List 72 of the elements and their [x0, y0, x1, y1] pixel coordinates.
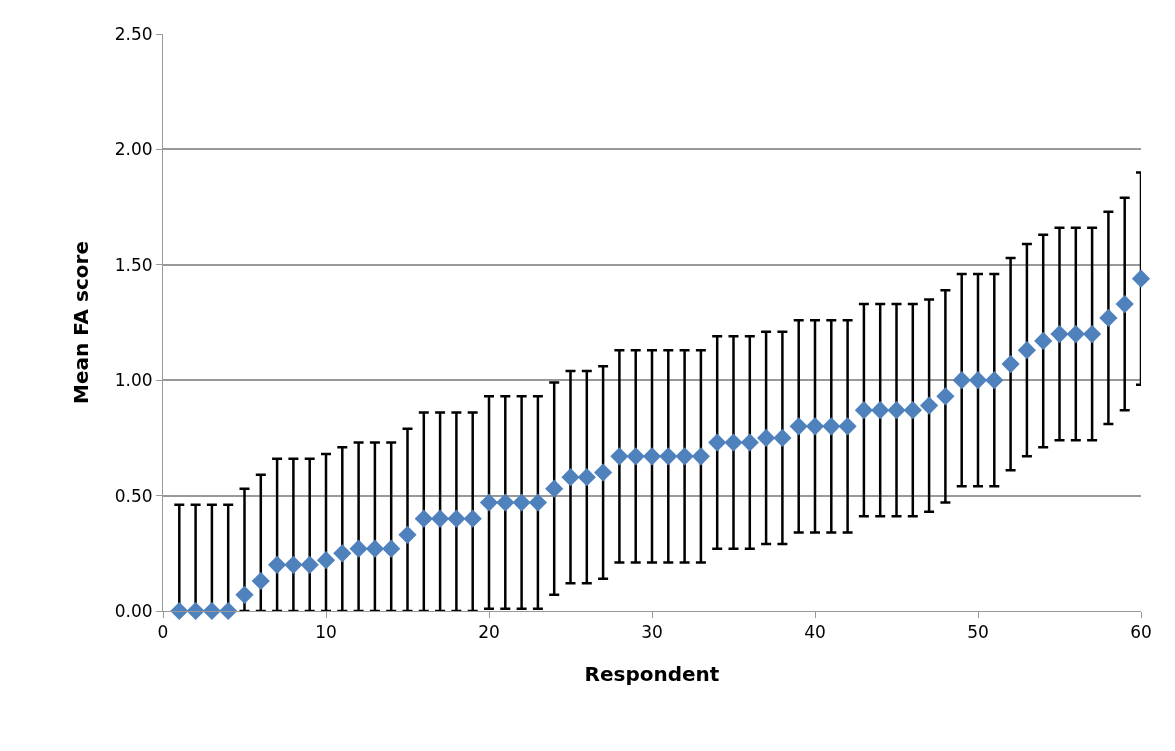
point: [300, 555, 319, 574]
point: [642, 447, 662, 466]
point: [512, 493, 531, 512]
point: [903, 401, 922, 420]
point: [610, 447, 629, 466]
point: [496, 493, 515, 512]
point: [398, 525, 417, 544]
x-tick-label: 10: [315, 622, 337, 643]
y-tick-label: 1.50: [114, 254, 153, 275]
y-axis-title: Mean FA score: [69, 241, 94, 404]
point: [952, 371, 971, 390]
point: [479, 493, 499, 512]
point: [675, 447, 694, 466]
x-tick-label: 50: [967, 622, 989, 643]
point: [577, 468, 596, 487]
x-tick-label: 20: [478, 622, 500, 643]
x-tick-label: 60: [1130, 622, 1152, 643]
point: [1017, 341, 1036, 360]
y-tick-label: 1.00: [114, 370, 153, 391]
point: [431, 509, 450, 528]
point: [1115, 294, 1134, 314]
point: [545, 479, 564, 498]
point: [528, 493, 547, 512]
point: [773, 428, 792, 447]
point: [985, 371, 1004, 390]
point: [854, 401, 873, 420]
point: [414, 509, 433, 528]
point: [463, 509, 482, 528]
y-tick-label: 0.00: [114, 600, 153, 621]
point: [757, 428, 776, 447]
point: [920, 396, 939, 415]
point: [887, 401, 906, 420]
point: [691, 447, 710, 466]
x-tick-label: 40: [804, 622, 826, 643]
point: [594, 463, 613, 482]
point: [349, 539, 368, 558]
point: [740, 433, 759, 452]
point: [561, 468, 580, 487]
point: [202, 601, 221, 621]
point: [936, 387, 955, 406]
point: [708, 433, 727, 452]
y-tick-label: 2.50: [114, 23, 153, 44]
x-axis-title: Respondent: [584, 661, 720, 686]
point: [724, 433, 743, 452]
point: [1066, 324, 1085, 344]
point: [805, 417, 825, 436]
point: [968, 371, 988, 390]
point: [268, 555, 287, 574]
point: [789, 417, 808, 436]
point: [1050, 324, 1069, 344]
point: [284, 555, 303, 574]
point: [871, 401, 890, 420]
point: [382, 539, 401, 558]
point: [1034, 331, 1053, 351]
point: [251, 571, 270, 591]
point: [626, 447, 645, 466]
point: [1131, 269, 1151, 288]
point: [235, 585, 254, 604]
point: [822, 417, 841, 436]
y-tick-label: 0.50: [114, 485, 153, 506]
point: [838, 417, 857, 436]
point: [333, 544, 352, 563]
point: [447, 509, 466, 528]
y-tick-label: 2.00: [114, 139, 153, 160]
x-tick-label: 0: [157, 622, 169, 643]
x-tick-label: 30: [641, 622, 663, 643]
point: [1083, 324, 1102, 344]
point: [365, 539, 384, 558]
point: [316, 551, 336, 570]
point: [1099, 308, 1118, 327]
point: [1001, 354, 1020, 374]
point: [659, 447, 678, 466]
